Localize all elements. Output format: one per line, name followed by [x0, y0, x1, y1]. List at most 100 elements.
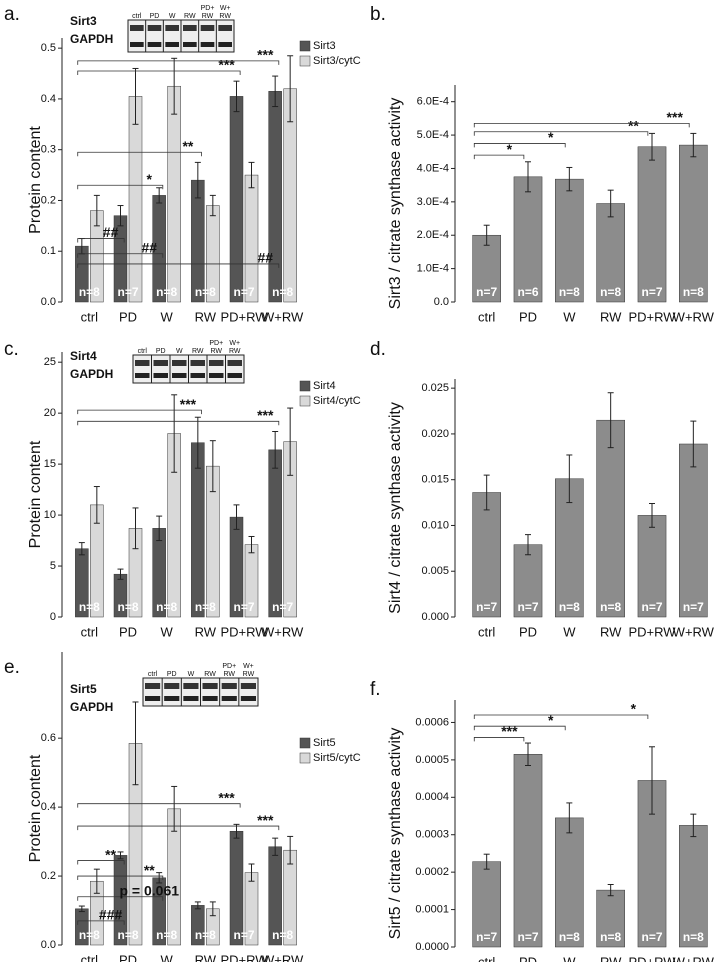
n-label: n=8 — [195, 928, 216, 942]
legend-label: Sirt5 — [313, 737, 336, 749]
panel-label: e. — [4, 657, 20, 678]
lane-label: RW — [192, 348, 204, 355]
x-tick-label: ctrl — [81, 952, 98, 962]
significance-label: * — [507, 141, 513, 157]
y-tick-label: 0.0000 — [415, 941, 449, 953]
significance-bracket — [77, 238, 125, 243]
bar — [191, 442, 205, 618]
n-label: n=7 — [476, 285, 497, 299]
n-label: n=8 — [117, 600, 138, 614]
y-tick-label: 0.2 — [41, 870, 56, 882]
significance-label: * — [147, 171, 153, 187]
y-tick-label: 4.0E-4 — [417, 162, 449, 174]
x-tick-label: ctrl — [81, 624, 98, 639]
n-label: n=8 — [156, 928, 177, 942]
n-label: n=8 — [600, 930, 621, 944]
n-label: n=8 — [559, 285, 580, 299]
x-tick-label: PD — [519, 624, 537, 639]
significance-label: *** — [218, 57, 235, 73]
blot-band — [164, 683, 180, 689]
blot-band — [172, 360, 187, 366]
x-tick-label: PD — [119, 309, 137, 324]
x-tick-label: W+RW — [673, 624, 715, 639]
lane-label: RW — [229, 348, 241, 355]
n-label: n=7 — [233, 600, 254, 614]
bar — [679, 825, 708, 948]
x-tick-label: W — [161, 624, 174, 639]
x-tick-label: RW — [195, 952, 217, 962]
y-tick-label: 0.2 — [41, 194, 56, 206]
significance-bracket — [77, 803, 241, 808]
panel-label: d. — [370, 339, 386, 360]
n-label: n=8 — [559, 930, 580, 944]
blot-band — [200, 42, 215, 47]
x-tick-label: PD+RW — [628, 624, 676, 639]
n-label: n=7 — [233, 928, 254, 942]
blot-band — [172, 373, 187, 378]
y-tick-label: 0.0 — [41, 939, 56, 951]
panel-label: f. — [370, 679, 381, 700]
lane-label: ctrl — [138, 348, 148, 355]
blot-band — [190, 373, 205, 378]
bar — [167, 85, 181, 303]
y-axis-label: Sirt3 / citrate synthase activity — [387, 98, 404, 310]
lane-label: W+ — [243, 663, 254, 670]
significance-label: *** — [501, 723, 518, 739]
significance-label: ** — [628, 117, 639, 133]
lane-label: PD — [156, 348, 166, 355]
significance-bracket — [77, 920, 125, 925]
blot-protein: Sirt4 — [70, 349, 97, 363]
x-tick-label: RW — [195, 624, 217, 639]
n-label: n=8 — [272, 285, 293, 299]
blot-band — [183, 683, 199, 689]
y-tick-label: 0 — [50, 611, 56, 623]
legend-swatch — [299, 55, 311, 67]
blot-band — [145, 696, 161, 701]
y-tick-label: 20 — [44, 407, 56, 419]
lane-label: PD+ — [209, 340, 223, 347]
n-label: n=7 — [517, 930, 538, 944]
blot-band — [218, 25, 232, 31]
y-tick-label: 0.020 — [421, 428, 449, 440]
y-tick-label: 2.0E-4 — [417, 229, 449, 241]
significance-label: ** — [144, 862, 155, 878]
n-label: n=8 — [600, 600, 621, 614]
legend-label: Sirt3/cytC — [313, 55, 361, 67]
lane-label: PD — [150, 13, 160, 20]
blot-band — [147, 25, 162, 31]
significance-bracket — [77, 896, 164, 901]
blot-band — [202, 683, 218, 689]
x-tick-label: W+RW — [673, 954, 715, 962]
y-tick-label: 0.0 — [434, 296, 449, 308]
lane-label: RW — [202, 13, 214, 20]
x-tick-label: PD — [519, 309, 537, 324]
blot-band — [209, 360, 224, 366]
n-label: n=8 — [683, 285, 704, 299]
blot-band — [153, 373, 168, 378]
x-tick-label: PD — [519, 954, 537, 962]
n-label: n=8 — [156, 600, 177, 614]
legend-label: Sirt4 — [313, 380, 336, 392]
significance-bracket — [77, 263, 280, 268]
y-tick-label: 25 — [44, 356, 56, 368]
legend-swatch — [299, 752, 311, 764]
y-tick-label: 0.0006 — [415, 716, 449, 728]
significance-label: ## — [103, 224, 119, 240]
bar — [513, 754, 543, 948]
significance-bracket — [77, 825, 280, 831]
blot-protein: Sirt3 — [70, 14, 97, 28]
y-tick-label: 0.0002 — [415, 866, 449, 878]
significance-bracket — [473, 714, 649, 719]
y-tick-label: 5.0E-4 — [417, 129, 449, 141]
lane-label: W+ — [220, 5, 231, 12]
n-label: n=7 — [117, 285, 138, 299]
y-tick-label: 10 — [44, 509, 56, 521]
blot-band — [164, 696, 180, 701]
lane-label: RW — [204, 671, 216, 678]
n-label: n=8 — [195, 600, 216, 614]
significance-label: ** — [182, 138, 193, 154]
y-tick-label: 0.010 — [421, 519, 449, 531]
n-label: n=8 — [683, 930, 704, 944]
x-tick-label: PD+RW — [220, 309, 268, 324]
